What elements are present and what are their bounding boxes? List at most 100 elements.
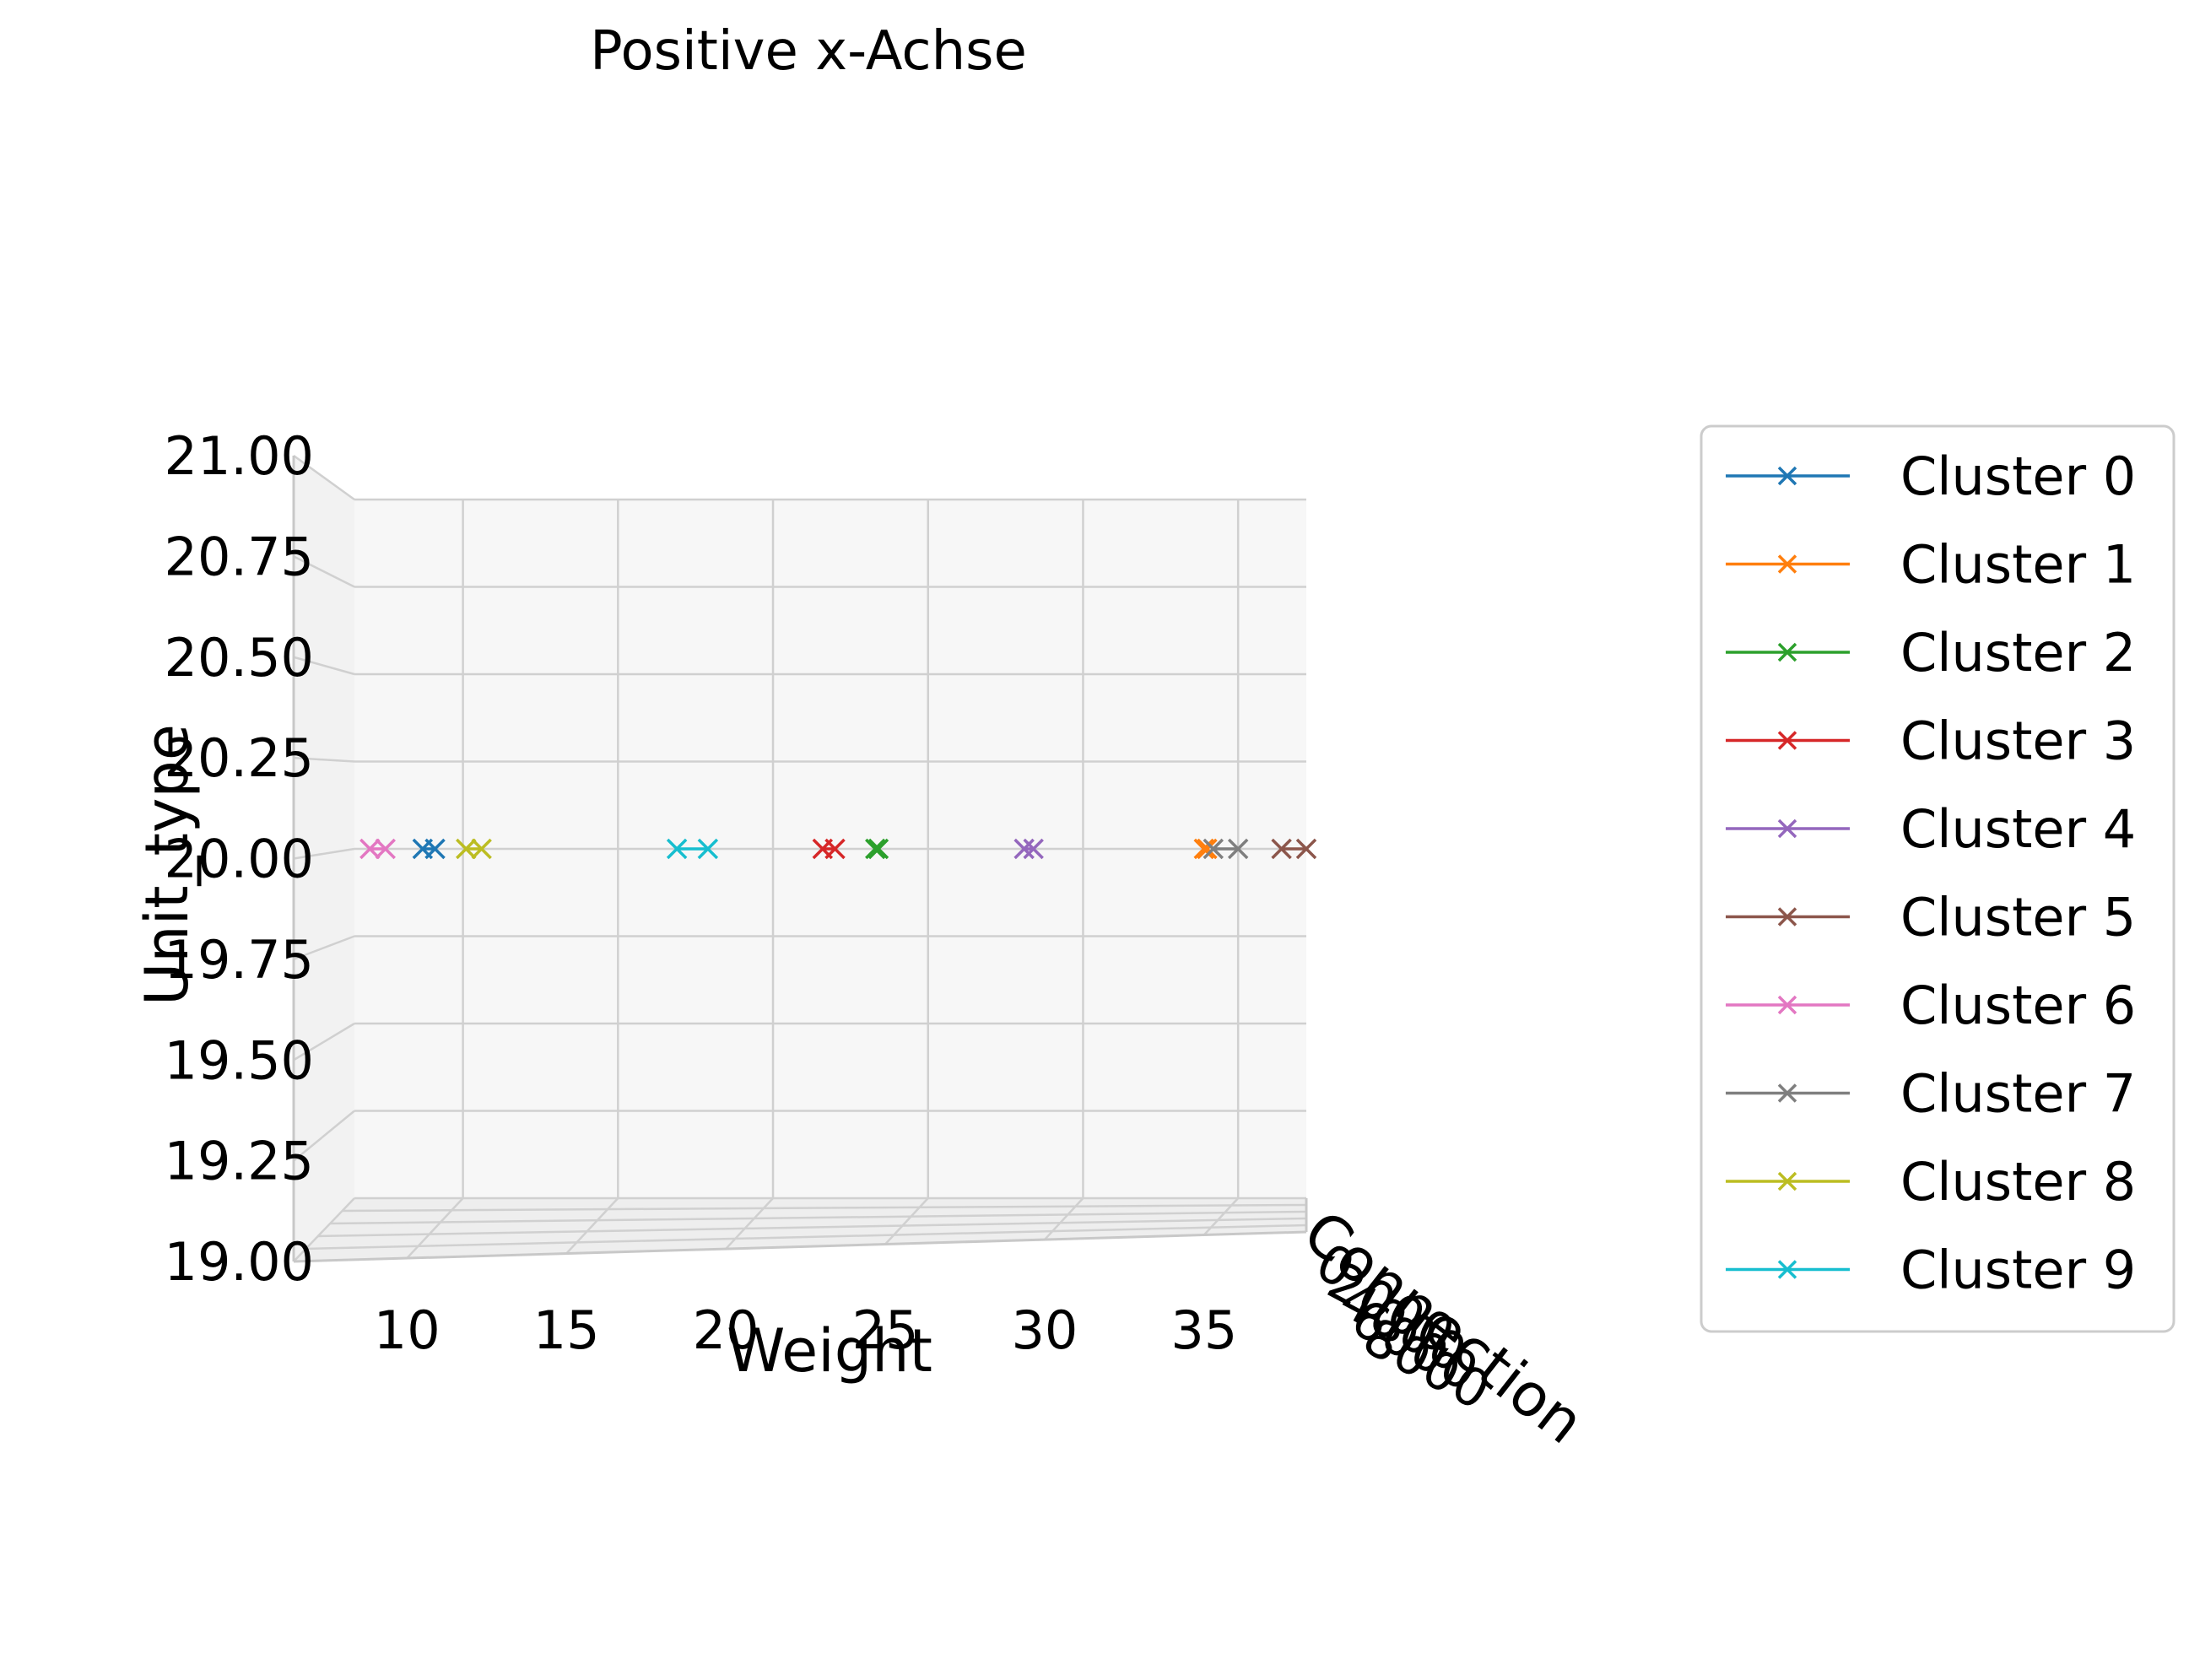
legend-entry: Cluster 7 <box>1726 1063 2136 1125</box>
legend-entry: Cluster 1 <box>1726 534 2136 596</box>
series-7 <box>1203 838 1249 860</box>
legend-marker <box>1777 554 1797 574</box>
data-point <box>1295 838 1317 860</box>
y-grid-side <box>293 935 355 961</box>
x-grid-floor <box>406 1197 464 1259</box>
series-1 <box>1193 838 1218 860</box>
data-point <box>1203 838 1224 860</box>
data-point <box>471 838 492 860</box>
data-point <box>1197 838 1218 860</box>
data-point <box>424 838 446 860</box>
legend-label: Cluster 0 <box>1900 446 2136 507</box>
grid-lines <box>292 454 1308 1263</box>
y-grid-side <box>293 1110 355 1162</box>
y-axis-label: Unit_type <box>132 724 202 1006</box>
legend-entry: Cluster 8 <box>1726 1151 2136 1213</box>
legend-marker <box>1777 731 1797 750</box>
y-tick-label: 20.25 <box>165 727 315 789</box>
legend-label: Cluster 8 <box>1900 1151 2136 1213</box>
y-tick-label: 20.50 <box>165 627 315 689</box>
series-8 <box>456 838 492 860</box>
x-axis-line <box>293 1230 1307 1263</box>
y-grid-side <box>293 656 355 676</box>
legend-marker <box>1777 818 1797 839</box>
x-grid-floor <box>884 1197 929 1245</box>
y-grid-side <box>293 1022 355 1061</box>
legend: Cluster 0 Cluster 1 Cluster 2 Cluster 3 Clus… <box>1700 424 2175 1333</box>
legend-label: Cluster 7 <box>1900 1063 2136 1125</box>
y-tick-label: 20.75 <box>165 526 315 587</box>
legend-marker <box>1777 1083 1797 1103</box>
data-point <box>359 838 381 860</box>
legend-marker <box>1777 995 1797 1015</box>
series-2 <box>865 838 889 860</box>
legend-label: Cluster 5 <box>1900 887 2136 948</box>
z-grid-line <box>317 1217 1307 1238</box>
z-axis-label: Connection <box>1291 1197 1597 1457</box>
x-tick-label: 35 <box>1170 1299 1237 1361</box>
legend-label: Cluster 9 <box>1900 1240 2136 1301</box>
z-grid-line <box>342 1203 1307 1213</box>
legend-marker <box>1777 1260 1797 1279</box>
legend-entry: Cluster 9 <box>1726 1240 2136 1301</box>
series-5 <box>1271 838 1317 860</box>
z-grid-line <box>305 1224 1307 1251</box>
y-grid-side <box>293 756 355 763</box>
x-grid-floor <box>1203 1197 1240 1236</box>
legend-entry: Cluster 0 <box>1726 446 2136 507</box>
series-6 <box>359 838 396 860</box>
data-point <box>1013 838 1035 860</box>
x-tick-label: 30 <box>1011 1299 1078 1361</box>
y-grid-side <box>293 454 355 501</box>
chart-title: Positive x-Achse <box>590 20 1027 83</box>
x-tick-label: 25 <box>852 1299 919 1361</box>
data-point <box>697 838 719 860</box>
series-0 <box>412 838 446 860</box>
y-tick-label: 19.25 <box>165 1131 315 1192</box>
y-tick-label: 19.50 <box>165 1029 315 1091</box>
z-grid-line <box>330 1210 1307 1225</box>
x-grid-floor <box>1044 1197 1084 1240</box>
data-point <box>375 838 396 860</box>
legend-entry: Cluster 4 <box>1726 798 2136 860</box>
data-point <box>1193 838 1214 860</box>
legend-marker <box>1777 907 1797 926</box>
legend-label: Cluster 6 <box>1900 975 2136 1036</box>
series-9 <box>666 838 719 860</box>
x-tick-label: 10 <box>374 1299 441 1361</box>
y-tick-label: 20.00 <box>165 829 315 890</box>
legend-marker <box>1777 466 1797 486</box>
legend-marker <box>1777 1171 1797 1191</box>
series-3 <box>812 838 846 860</box>
series-4 <box>1013 838 1044 860</box>
y-grid-side <box>293 847 355 860</box>
data-point <box>865 838 886 860</box>
data-point <box>1023 838 1044 860</box>
legend-label: Cluster 2 <box>1900 622 2136 683</box>
side-pane <box>294 456 354 1261</box>
data-point <box>867 838 889 860</box>
y-tick-label: 21.00 <box>165 425 315 487</box>
y-grid-side <box>293 555 355 588</box>
data-point <box>824 838 846 860</box>
legend-entry: Cluster 3 <box>1726 710 2136 772</box>
x-axis-label: Weight <box>727 1316 932 1386</box>
legend-label: Cluster 3 <box>1900 710 2136 772</box>
y-tick-label: 19.00 <box>165 1231 315 1293</box>
legend-label: Cluster 1 <box>1900 534 2136 596</box>
legend-entry: Cluster 2 <box>1726 622 2136 683</box>
data-point <box>1271 838 1292 860</box>
data-point <box>1227 838 1249 860</box>
x-tick-label: 20 <box>693 1299 759 1361</box>
x-tick-label: 15 <box>533 1299 600 1361</box>
legend-marker <box>1777 642 1797 662</box>
data-points <box>359 838 1317 860</box>
y-tick-label: 19.75 <box>165 929 315 991</box>
legend-entry: Cluster 6 <box>1726 975 2136 1036</box>
axes-panes <box>294 456 1306 1261</box>
data-point <box>456 838 477 860</box>
x-grid-floor <box>725 1197 774 1250</box>
y-grid-side <box>293 1197 355 1262</box>
x-grid-floor <box>565 1197 619 1255</box>
